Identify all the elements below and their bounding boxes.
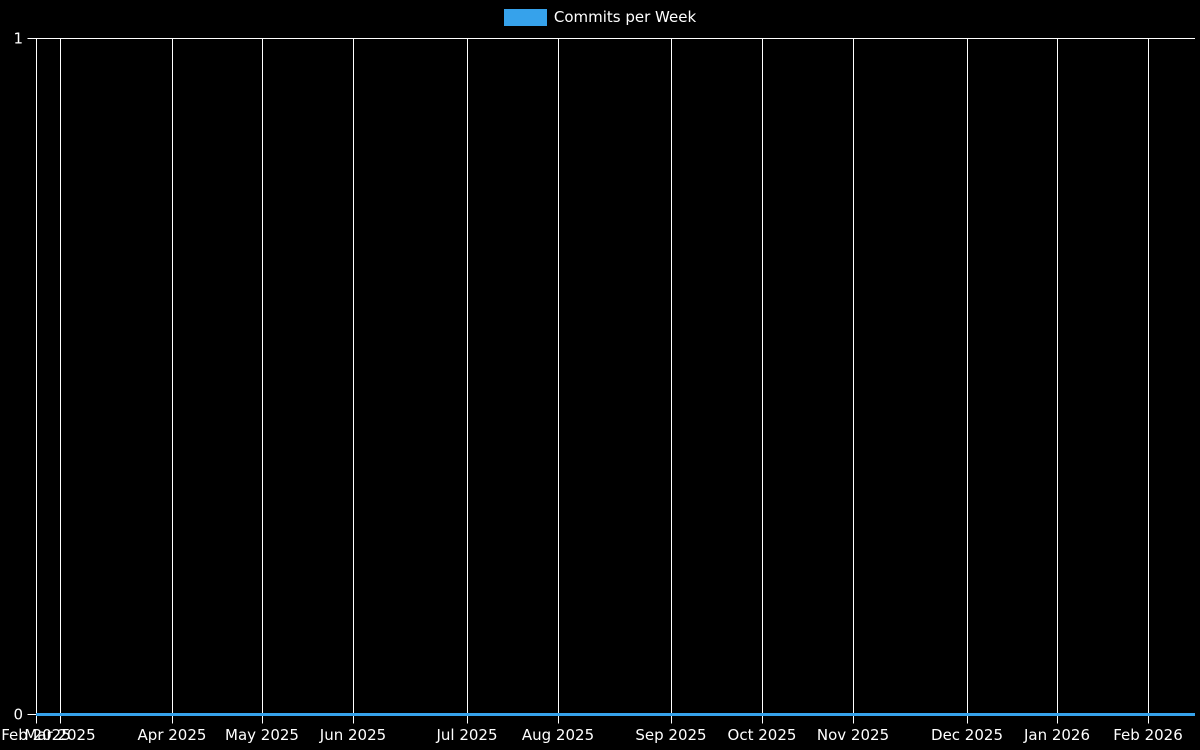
x-tick-label: Mar 2025 bbox=[24, 726, 96, 744]
legend-label: Commits per Week bbox=[553, 8, 697, 26]
y-tick-label: 1 bbox=[13, 29, 23, 47]
x-tick-label: Feb 2025 bbox=[1, 726, 71, 744]
chart-legend: Commits per Week bbox=[0, 8, 1200, 26]
x-tick-label: Oct 2025 bbox=[727, 726, 797, 744]
legend-color-swatch bbox=[503, 8, 547, 26]
x-tick-label: Nov 2025 bbox=[816, 726, 890, 744]
x-tick-label: Jun 2025 bbox=[319, 726, 387, 744]
x-tick-label: Jul 2025 bbox=[436, 726, 498, 744]
x-tick-label: Jan 2026 bbox=[1023, 726, 1091, 744]
y-tick-label: 0 bbox=[13, 705, 23, 723]
x-tick-label: Sep 2025 bbox=[635, 726, 707, 744]
x-tick-label: Feb 2026 bbox=[1113, 726, 1183, 744]
x-tick-label: May 2025 bbox=[225, 726, 299, 744]
legend-item-commits-per-week[interactable]: Commits per Week bbox=[503, 8, 697, 26]
x-tick-label: Dec 2025 bbox=[931, 726, 1003, 744]
x-tick-label: Apr 2025 bbox=[137, 726, 207, 744]
x-tick-label: Aug 2025 bbox=[521, 726, 595, 744]
